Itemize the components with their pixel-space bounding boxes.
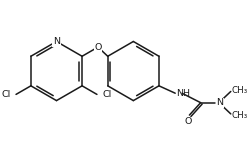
Text: N: N (216, 98, 224, 107)
Text: CH₃: CH₃ (232, 111, 248, 120)
Text: CH₃: CH₃ (232, 86, 248, 95)
Text: N: N (53, 37, 60, 46)
Text: O: O (94, 43, 102, 52)
Text: O: O (184, 118, 192, 126)
Text: Cl: Cl (2, 90, 11, 99)
Text: Cl: Cl (102, 90, 112, 99)
Text: NH: NH (176, 89, 190, 98)
